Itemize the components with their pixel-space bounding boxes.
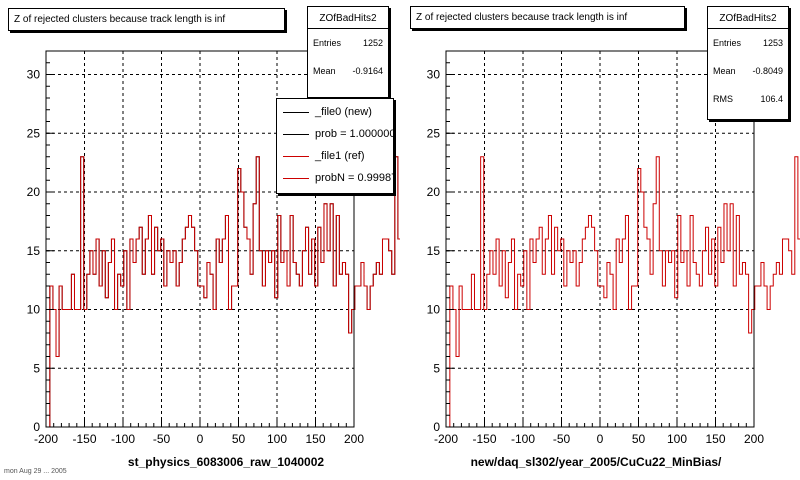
- left-x-tick-label: -100: [111, 432, 135, 446]
- legend-entry-prob: prob = 1.000000: [277, 123, 393, 145]
- legend-label-file1: _file1 (ref): [315, 150, 365, 162]
- left-x-tick-label: -200: [34, 432, 58, 446]
- right-x-tick-label: 200: [744, 432, 764, 446]
- right-y-tick-label: 30: [427, 68, 441, 82]
- right-histogram-plot: -200 -150 -100 -50 0 50 100 150 200 0 5 10 15 20 25 30 n…: [427, 50, 800, 469]
- left-x-tick-label: -50: [153, 432, 171, 446]
- right-stats-entries-row: Entries 1253: [708, 29, 788, 57]
- left-stats-entries-value: 1252: [362, 38, 383, 48]
- legend-swatch-file0: [283, 111, 309, 113]
- left-title-box: Z of rejected clusters because track len…: [8, 8, 285, 31]
- right-stats-rms-value: 106.4: [760, 94, 783, 104]
- right-y-tick-label: 5: [433, 361, 440, 375]
- right-x-tick-label: 50: [632, 432, 646, 446]
- left-stats-name: ZOfBadHits2: [308, 7, 388, 29]
- left-x-tick-label: -150: [72, 432, 96, 446]
- left-y-tick-label: 15: [27, 244, 41, 258]
- legend-label-prob: prob = 1.000000: [315, 128, 394, 140]
- legend-entry-file0: _file0 (new): [277, 101, 393, 123]
- right-stats-rms-row: RMS 106.4: [708, 85, 788, 113]
- legend-swatch-probn: [283, 177, 309, 179]
- right-y-tick-label: 15: [427, 244, 441, 258]
- footer-note: mon Aug 29 ... 2005: [4, 468, 67, 475]
- legend-swatch-prob: [283, 133, 309, 135]
- right-stats-entries-label: Entries: [713, 38, 742, 48]
- right-stats-mean-row: Mean -0.8049: [708, 57, 788, 85]
- left-stats-mean-row: Mean -0.9164: [308, 57, 388, 85]
- left-x-tick-label: 50: [232, 432, 246, 446]
- left-stats-entries-row: Entries 1252: [308, 29, 388, 57]
- right-y-tick-label: 0: [433, 420, 440, 434]
- right-y-tick-label: 20: [427, 185, 441, 199]
- left-histogram--file1-ref-: [49, 156, 400, 427]
- right-histogram-series: [449, 156, 800, 427]
- left-y-tick-label: 25: [27, 126, 41, 140]
- right-x-tick-label: 150: [705, 432, 725, 446]
- right-x-tick-label: 0: [597, 432, 604, 446]
- right-stats-entries-value: 1253: [762, 38, 783, 48]
- left-y-tick-label: 0: [33, 420, 40, 434]
- left-y-tick-label: 30: [27, 68, 41, 82]
- legend-entry-file1: _file1 (ref): [277, 145, 393, 167]
- right-x-tick-label: -200: [434, 432, 458, 446]
- left-x-tick-label: 100: [267, 432, 287, 446]
- left-y-tick-label: 20: [27, 185, 41, 199]
- right-x-tick-label: -100: [511, 432, 535, 446]
- right-stats-name: ZOfBadHits2: [708, 7, 788, 29]
- left-x-tick-label: 0: [197, 432, 204, 446]
- right-title-box: Z of rejected clusters because track len…: [410, 6, 685, 29]
- left-legend: _file0 (new) prob = 1.000000 _file1 (ref…: [276, 98, 394, 194]
- right-x-tick-label: -150: [472, 432, 496, 446]
- right-y-tick-label: 25: [427, 126, 441, 140]
- left-stats-entries-label: Entries: [313, 38, 342, 48]
- left-y-tick-label: 5: [33, 361, 40, 375]
- left-stats-mean-value: -0.9164: [352, 66, 383, 76]
- left-y-tick-label: 10: [27, 303, 41, 317]
- left-x-axis-label: st_physics_6083006_raw_1040002: [128, 455, 324, 469]
- right-y-tick-label: 10: [427, 303, 441, 317]
- left-stats-box: ZOfBadHits2 Entries 1252 Mean -0.9164: [307, 6, 389, 98]
- legend-label-file0: _file0 (new): [315, 106, 372, 118]
- legend-swatch-file1: [283, 155, 309, 157]
- right-x-axis-label: new/daq_sl302/year_2005/CuCu22_MinBias/: [471, 455, 722, 469]
- left-title: Z of rejected clusters because track len…: [14, 14, 226, 25]
- left-pad: -200 -150 -100 -50 0 50 100 150 200 0 5 10 15 20 25 30 s…: [8, 6, 400, 469]
- left-histogram--file0-new-: [49, 156, 400, 427]
- right-stats-mean-value: -0.8049: [752, 66, 783, 76]
- left-x-tick-label: 200: [344, 432, 364, 446]
- right-stats-mean-label: Mean: [713, 66, 736, 76]
- right-stats-rms-label: RMS: [713, 94, 733, 104]
- right-x-tick-label: 100: [667, 432, 687, 446]
- right-stats-box: ZOfBadHits2 Entries 1253 Mean -0.8049 RM…: [707, 6, 789, 120]
- left-stats-mean-label: Mean: [313, 66, 336, 76]
- right-title: Z of rejected clusters because track len…: [416, 12, 628, 23]
- right-x-tick-label: -50: [553, 432, 571, 446]
- left-x-tick-label: 150: [305, 432, 325, 446]
- legend-entry-probn: probN = 0.99987: [277, 167, 393, 189]
- right-pad: -200 -150 -100 -50 0 50 100 150 200 0 5 10 15 20 25 30 n…: [400, 0, 800, 480]
- legend-label-probn: probN = 0.99987: [315, 172, 394, 184]
